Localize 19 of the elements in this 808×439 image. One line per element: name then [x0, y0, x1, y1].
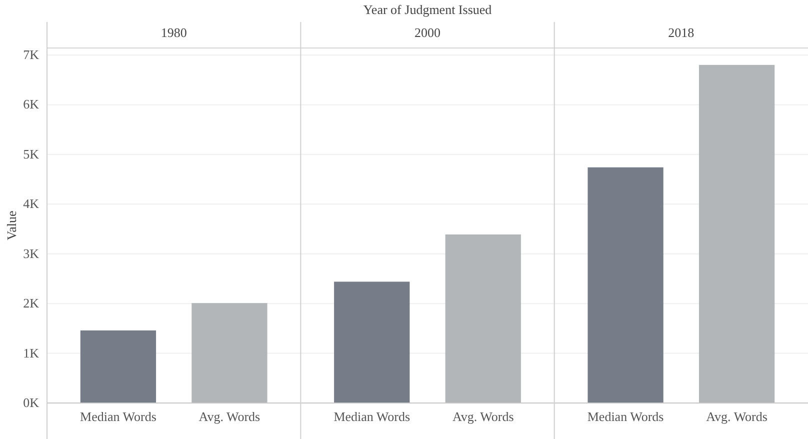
chart-title: 2018 [668, 25, 694, 40]
x-tick-label: Avg. Words [706, 409, 768, 424]
x-tick-label: Median Words [334, 409, 410, 424]
y-tick-label: 6K [23, 96, 40, 112]
x-tick-label: Avg. Words [198, 409, 260, 424]
y-axis-title: Value [4, 210, 19, 240]
x-tick-label: Median Words [587, 409, 664, 424]
text: Year of Judgment Issued [363, 2, 492, 17]
y-tick-label: 3K [23, 246, 40, 261]
y-tick-label: 1K [23, 345, 40, 360]
x-tick-label: Avg. Words [452, 409, 514, 424]
y-tick-label: 0K [23, 395, 40, 410]
chart-title: 2000 [414, 25, 440, 40]
y-tick-label: 7K [23, 46, 40, 62]
y-tick-label: 4K [23, 196, 40, 212]
y-tick-label: 5K [23, 146, 40, 162]
x-tick-label: Median Words [80, 409, 156, 424]
y-tick-label: 2K [23, 296, 40, 311]
chart-title: 1980 [160, 25, 187, 40]
